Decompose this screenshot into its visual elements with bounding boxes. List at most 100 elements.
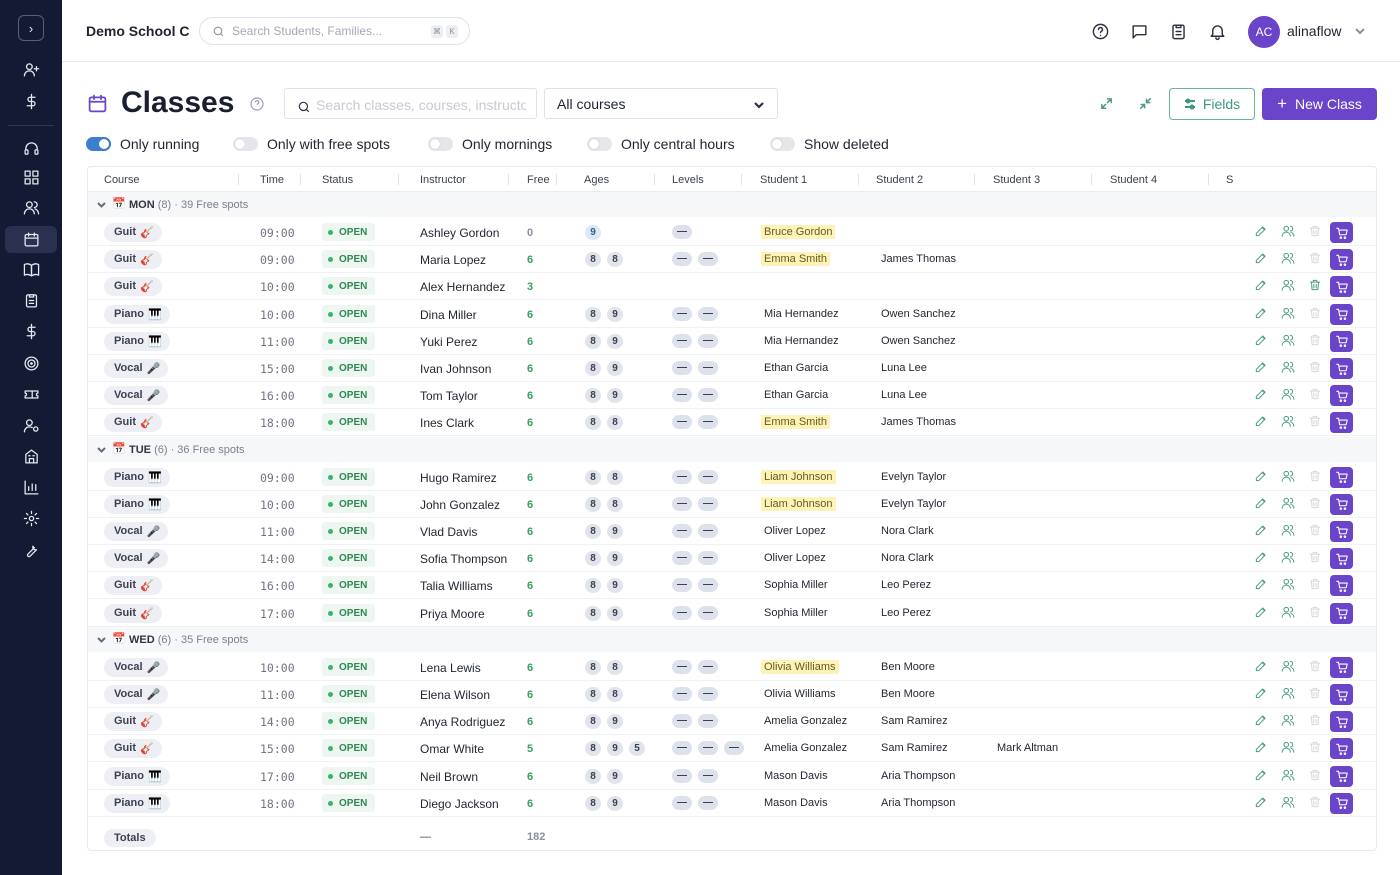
global-search[interactable]: ⌘ K — [199, 17, 470, 45]
student-1[interactable]: Mia Hernandez — [764, 307, 839, 320]
course-pill[interactable]: Vocal 🎤 — [104, 359, 169, 378]
student-2[interactable]: Luna Lee — [881, 362, 927, 374]
column-header-s[interactable]: S — [1226, 174, 1234, 186]
filter-only-mornings[interactable]: Only mornings — [428, 136, 552, 152]
column-header-ages[interactable]: Ages — [584, 174, 610, 186]
sidebar-item-chart[interactable] — [5, 474, 57, 501]
collapse-icon[interactable] — [1138, 96, 1154, 112]
instructor-name[interactable]: Ashley Gordon — [420, 226, 500, 240]
sidebar-item-calendar[interactable] — [5, 226, 57, 253]
cart-button[interactable] — [1330, 792, 1353, 814]
student-1[interactable]: Emma Smith — [761, 252, 830, 267]
trash-icon[interactable] — [1308, 333, 1324, 349]
users-icon[interactable] — [1281, 387, 1297, 403]
student-2[interactable]: Leo Perez — [881, 606, 932, 619]
toggle-switch[interactable] — [86, 137, 111, 151]
filter-only-central-hours[interactable]: Only central hours — [587, 136, 735, 152]
cart-button[interactable] — [1330, 656, 1353, 678]
student-1[interactable]: Liam Johnson — [761, 496, 836, 511]
student-2[interactable]: Aria Thompson — [881, 796, 956, 809]
cart-button[interactable] — [1330, 738, 1353, 760]
edit-icon[interactable] — [1254, 740, 1270, 756]
student-1[interactable]: Liam Johnson — [761, 469, 836, 484]
trash-icon[interactable] — [1308, 577, 1324, 593]
instructor-name[interactable]: Vlad Davis — [420, 525, 478, 539]
users-icon[interactable] — [1281, 469, 1297, 485]
cart-button[interactable] — [1330, 765, 1353, 787]
table-row[interactable]: Piano 🎹 10:00 OPEN Dina Miller 6 8 9 — — Mia Herna… — [88, 301, 1376, 328]
student-2[interactable]: Ben Moore — [881, 660, 935, 673]
toggle-switch[interactable] — [428, 137, 453, 151]
column-separator[interactable] — [238, 174, 239, 185]
trash-icon[interactable] — [1308, 686, 1324, 702]
course-pill[interactable]: Vocal 🎤 — [104, 549, 169, 569]
column-separator[interactable] — [300, 174, 301, 185]
users-icon[interactable] — [1281, 278, 1297, 294]
table-row[interactable]: Piano 🎹 17:00 OPEN Neil Brown 6 8 9 — — Mason Davi… — [88, 763, 1376, 790]
edit-icon[interactable] — [1254, 469, 1270, 485]
sidebar-item-users[interactable] — [5, 194, 57, 221]
course-pill[interactable]: Vocal 🎤 — [104, 657, 169, 677]
bell-icon[interactable] — [1206, 20, 1228, 42]
student-2[interactable]: Aria Thompson — [881, 769, 956, 782]
column-header-time[interactable]: Time — [260, 174, 285, 186]
cart-button[interactable] — [1330, 521, 1353, 542]
toggle-switch[interactable] — [587, 137, 612, 151]
course-pill[interactable]: Piano 🎹 — [104, 467, 170, 487]
table-row[interactable]: Vocal 🎤 10:00 OPEN Lena Lewis 6 8 8 — — Olivia Wil… — [88, 654, 1376, 681]
sidebar-item-grid[interactable] — [5, 164, 57, 191]
instructor-name[interactable]: Neil Brown — [420, 769, 479, 784]
cart-button[interactable] — [1330, 466, 1353, 488]
course-pill[interactable]: Guit 🎸 — [104, 413, 162, 433]
group-row-wed[interactable]: 📅 WED (6) · 35 Free spots — [88, 626, 1376, 652]
cart-button[interactable] — [1330, 330, 1353, 352]
cart-button[interactable] — [1330, 249, 1353, 271]
table-row[interactable]: Guit 🎸 18:00 OPEN Ines Clark 6 8 8 — — Emma Smith J… — [88, 409, 1376, 437]
edit-icon[interactable] — [1254, 659, 1270, 675]
users-icon[interactable] — [1281, 605, 1297, 621]
student-3[interactable]: Mark Altman — [997, 742, 1059, 755]
edit-icon[interactable] — [1254, 496, 1270, 512]
edit-icon[interactable] — [1254, 605, 1270, 621]
edit-icon[interactable] — [1254, 550, 1270, 566]
class-search-input[interactable] — [316, 96, 526, 114]
users-icon[interactable] — [1281, 496, 1297, 512]
student-1[interactable]: Oliver Lopez — [764, 525, 826, 537]
sidebar-item-headset[interactable] — [5, 135, 57, 162]
username[interactable]: alinaflow — [1287, 23, 1342, 39]
cart-button[interactable] — [1330, 548, 1353, 570]
student-1[interactable]: Amelia Gonzalez — [764, 742, 848, 755]
column-separator[interactable] — [1091, 174, 1092, 185]
column-header-status[interactable]: Status — [322, 174, 354, 186]
student-2[interactable]: James Thomas — [881, 416, 956, 429]
column-separator[interactable] — [654, 174, 655, 185]
instructor-name[interactable]: Elena Wilson — [420, 688, 491, 702]
group-row-tue[interactable]: 📅 TUE (6) · 36 Free spots — [88, 436, 1376, 462]
student-1[interactable]: Sophia Miller — [764, 606, 828, 619]
users-icon[interactable] — [1281, 550, 1297, 566]
table-row[interactable]: Vocal 🎤 15:00 OPEN Ivan Johnson 6 8 9 — — Ethan Ga… — [88, 355, 1376, 382]
student-1[interactable]: Ethan Garcia — [764, 362, 829, 374]
course-pill[interactable]: Guit 🎸 — [104, 223, 162, 242]
trash-icon[interactable] — [1308, 659, 1324, 675]
student-2[interactable]: Owen Sanchez — [881, 334, 956, 347]
instructor-name[interactable]: Alex Hernandez — [420, 280, 506, 295]
instructor-name[interactable]: Lena Lewis — [420, 660, 481, 675]
trash-icon[interactable] — [1308, 414, 1324, 430]
table-row[interactable]: Guit 🎸 17:00 OPEN Priya Moore 6 8 9 — — Sophia Mil… — [88, 600, 1376, 627]
table-row[interactable]: Guit 🎸 09:00 OPEN Ashley Gordon 0 9 — Bruce Gord… — [88, 219, 1376, 246]
sidebar-item-user-gear[interactable] — [5, 412, 57, 439]
instructor-name[interactable]: Tom Taylor — [420, 389, 478, 404]
cart-button[interactable] — [1330, 684, 1353, 705]
expand-icon[interactable] — [1099, 96, 1115, 112]
student-1[interactable]: Olivia Williams — [761, 659, 839, 674]
users-icon[interactable] — [1281, 577, 1297, 593]
instructor-name[interactable]: Diego Jackson — [420, 796, 499, 811]
column-header-student-3[interactable]: Student 3 — [993, 174, 1041, 186]
student-1[interactable]: Ethan Garcia — [764, 389, 829, 402]
users-icon[interactable] — [1281, 333, 1297, 349]
student-1[interactable]: Oliver Lopez — [764, 552, 826, 565]
edit-icon[interactable] — [1254, 360, 1270, 376]
student-1[interactable]: Mason Davis — [764, 796, 828, 809]
trash-icon[interactable] — [1308, 360, 1324, 376]
